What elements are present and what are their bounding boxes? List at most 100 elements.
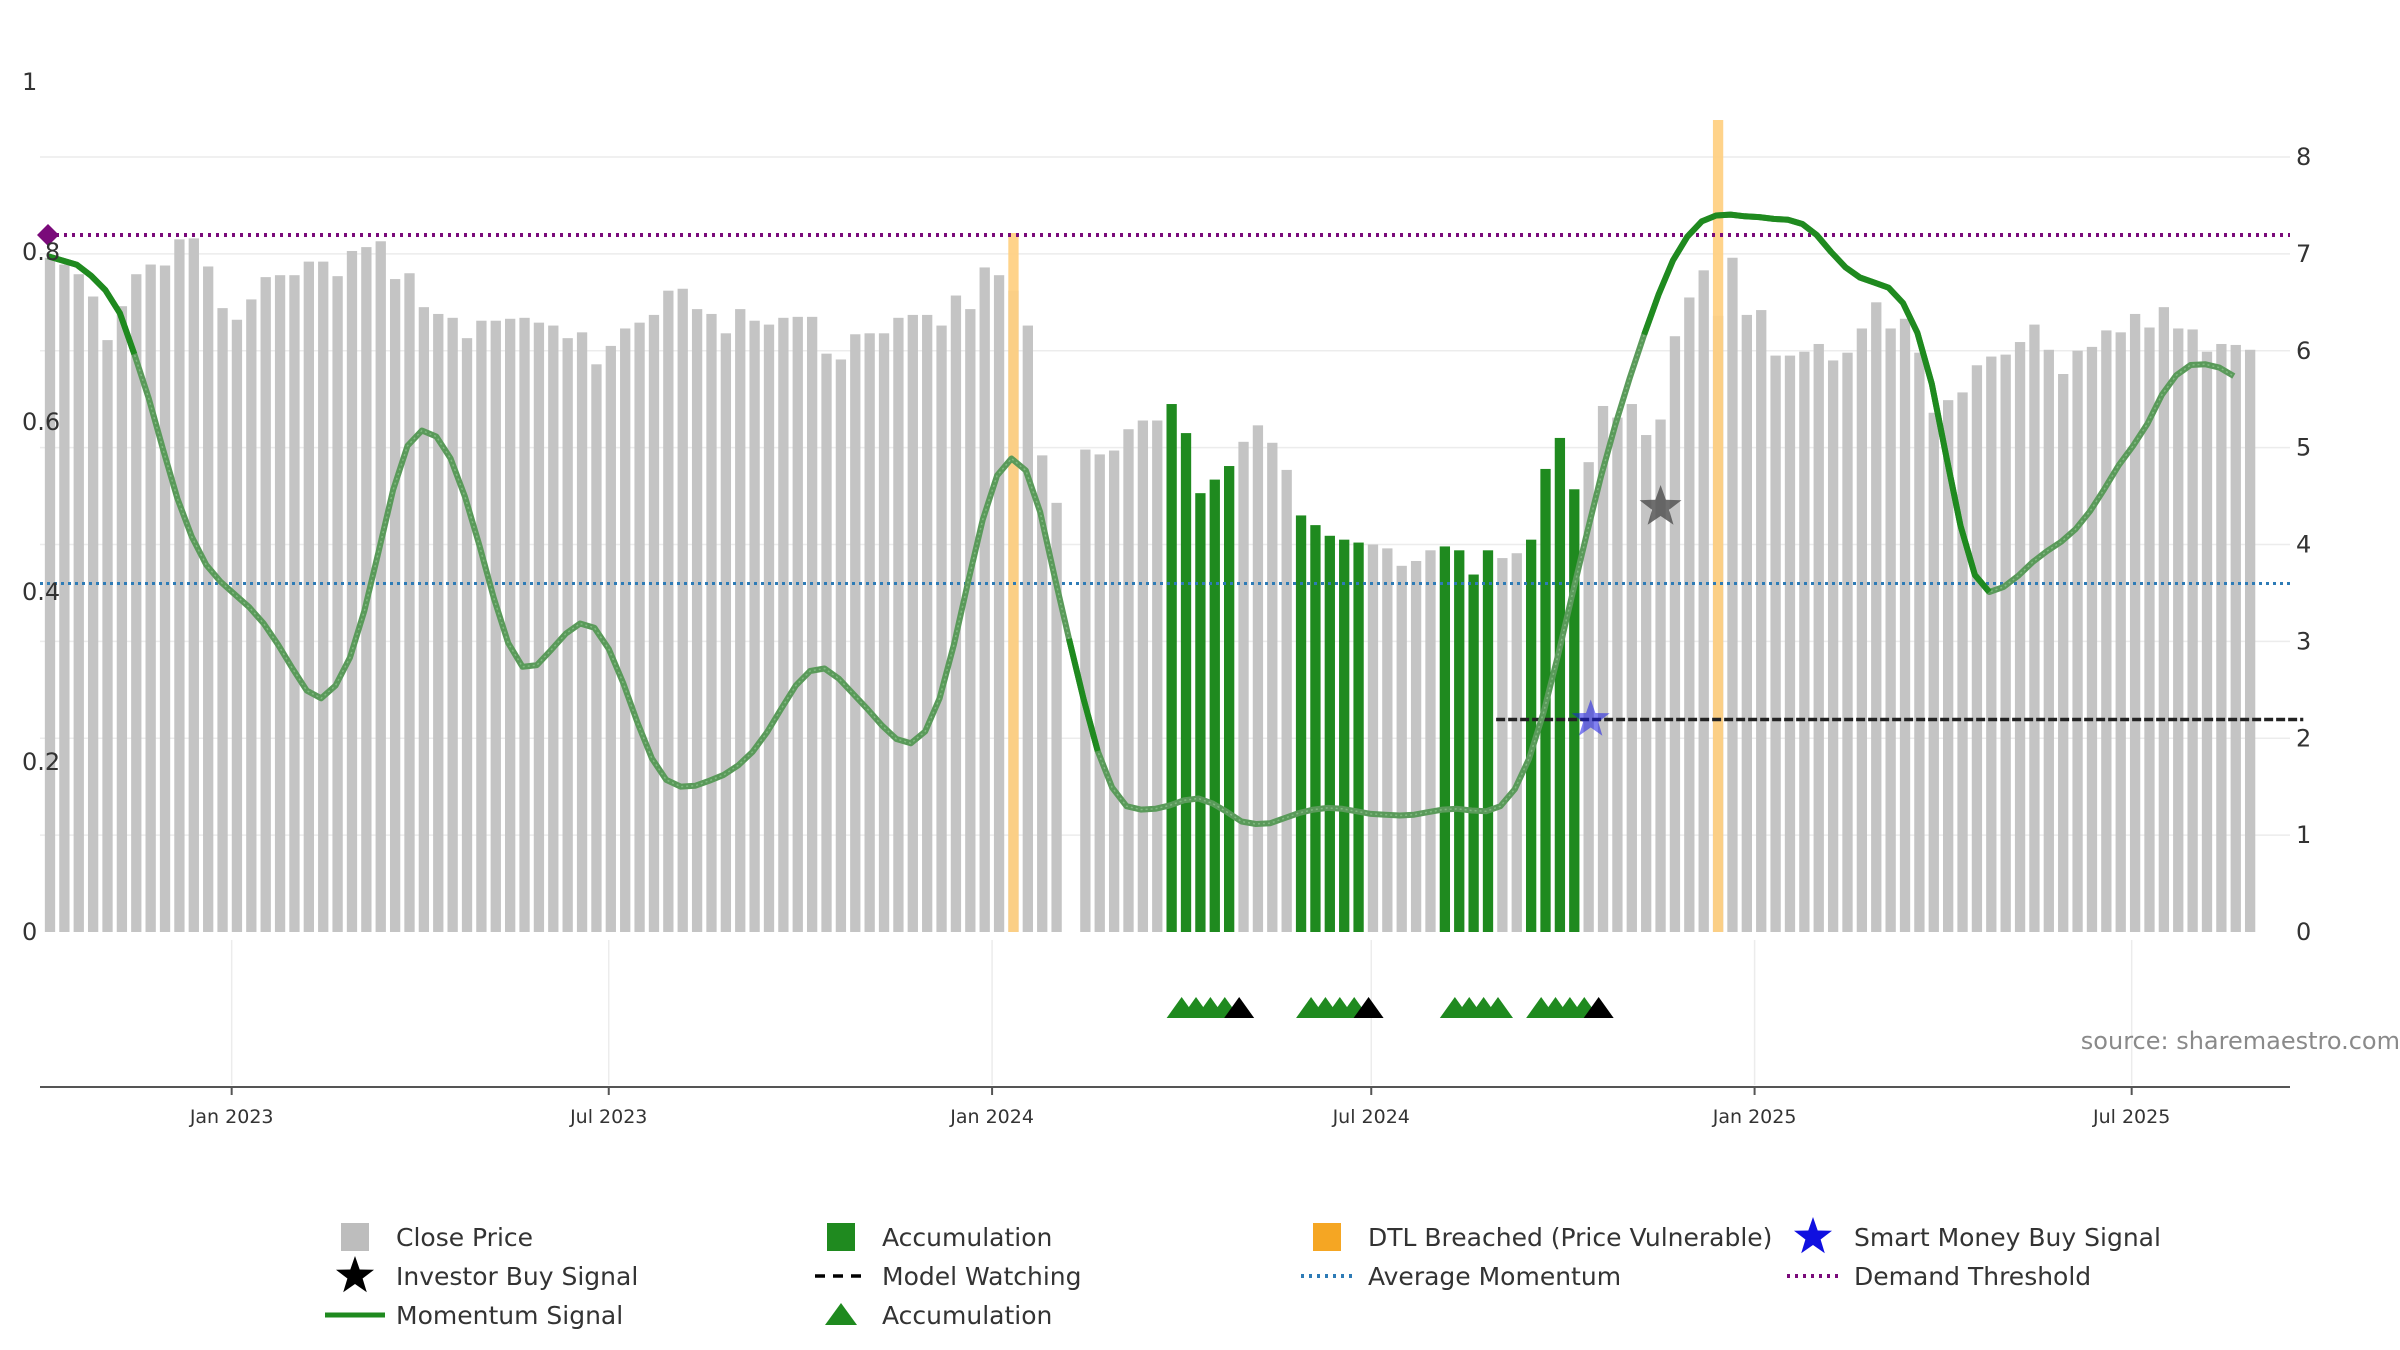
- price-bar: [993, 275, 1005, 932]
- y-right-tick-label: 8: [2296, 143, 2311, 171]
- price-bar: [1871, 302, 1882, 932]
- y-right-tick-label: 6: [2296, 337, 2311, 365]
- y-left-tick-label: 0.6: [22, 408, 60, 436]
- price-bar: [677, 288, 688, 932]
- y-right-tick-label: 4: [2296, 531, 2311, 559]
- demand-threshold-marker: [37, 224, 59, 246]
- price-bar: [433, 313, 444, 932]
- accumulation-bar: [1454, 550, 1465, 932]
- signal-lines: [37, 211, 2304, 827]
- price-bar: [1267, 442, 1278, 932]
- price-bar: [1784, 355, 1796, 932]
- price-bar: [1727, 257, 1738, 932]
- legend-label: Momentum Signal: [396, 1301, 623, 1330]
- price-bar: [2173, 328, 2184, 932]
- price-bar: [1741, 314, 1752, 932]
- y-left-tick-label: 0.8: [22, 238, 60, 266]
- price-bar: [2043, 349, 2054, 932]
- momentum-signal-strong-segment: [1066, 638, 1101, 752]
- price-bar: [59, 264, 70, 932]
- price-bar: [131, 274, 142, 932]
- price-bar: [979, 267, 990, 932]
- accumulation-triangle-marker: [1224, 997, 1255, 1018]
- price-bar: [1511, 553, 1522, 932]
- price-bar: [1612, 417, 1623, 932]
- legend-swatch-star: [1794, 1217, 1832, 1254]
- price-bar: [835, 359, 847, 932]
- price-bar: [2216, 343, 2227, 932]
- price-bar: [361, 247, 372, 932]
- legend-label: Accumulation: [882, 1223, 1052, 1252]
- signal-markers: [1166, 485, 1682, 1018]
- price-bar: [850, 334, 861, 932]
- price-bar: [663, 290, 674, 932]
- y-right-tick-label: 0: [2296, 918, 2311, 946]
- investor-buy-signal-star: [1639, 485, 1682, 525]
- price-bar: [1108, 450, 1120, 932]
- price-bar: [1885, 328, 1896, 932]
- price-bar: [1080, 449, 1091, 932]
- price-bar: [648, 314, 660, 932]
- price-bar: [1022, 325, 1033, 932]
- price-bar: [591, 364, 602, 932]
- price-bar: [519, 317, 530, 932]
- price-bar: [1123, 429, 1134, 932]
- price-bar: [476, 320, 487, 932]
- legend-label: Close Price: [396, 1223, 533, 1252]
- legend-label: Smart Money Buy Signal: [1854, 1223, 2161, 1252]
- smart-money-buy-signal-star: [1571, 699, 1610, 736]
- price-bar: [116, 306, 128, 932]
- price-bar: [174, 239, 185, 932]
- accumulation-bar: [1295, 515, 1307, 932]
- price-bar: [763, 324, 775, 932]
- price-bar: [332, 276, 343, 932]
- price-bar: [1051, 502, 1062, 932]
- legend-swatch-square: [827, 1223, 855, 1251]
- accumulation-bar: [1353, 542, 1364, 932]
- price-bar: [691, 309, 703, 932]
- price-bar: [2058, 374, 2069, 932]
- price-bar: [2201, 351, 2213, 932]
- gridlines: [40, 156, 2290, 1085]
- price-bar: [1641, 435, 1652, 932]
- price-bar: [505, 318, 516, 932]
- price-bar: [2101, 330, 2112, 932]
- price-bar: [73, 274, 84, 932]
- price-bar: [404, 273, 415, 932]
- price-bar: [318, 261, 329, 932]
- source-label: source: sharemaestro.com: [2081, 1027, 2400, 1055]
- price-bar: [389, 279, 401, 932]
- y-left-tick-label: 0.2: [22, 748, 60, 776]
- price-bar: [188, 238, 199, 932]
- y-left-tick-label: 0.4: [22, 578, 60, 606]
- price-bar: [346, 250, 358, 932]
- price-bar: [1971, 365, 1983, 932]
- price-bar: [303, 261, 314, 932]
- accumulation-bar: [1324, 535, 1335, 932]
- price-bar: [2144, 327, 2155, 932]
- price-bar: [461, 338, 473, 932]
- accumulation-bar: [1209, 479, 1220, 932]
- accumulation-bar: [1482, 550, 1494, 932]
- accumulation-bar: [1224, 466, 1235, 932]
- price-bar: [1756, 310, 1767, 932]
- y-left-tick-label: 0: [22, 918, 37, 946]
- price-bar: [749, 320, 760, 932]
- price-bar: [864, 333, 875, 932]
- price-bar: [1382, 548, 1393, 932]
- price-bar: [260, 277, 271, 932]
- price-bar: [1827, 360, 1839, 932]
- momentum-signal-strong-segment: [1641, 211, 1992, 594]
- legend-label: Accumulation: [882, 1301, 1052, 1330]
- price-bar: [1770, 355, 1781, 932]
- price-bar: [806, 316, 818, 932]
- price-bar: [1957, 392, 1968, 932]
- price-bar: [2014, 342, 2026, 932]
- price-bar: [821, 353, 832, 932]
- legend-swatch-square: [1313, 1223, 1341, 1251]
- accumulation-bar: [1439, 546, 1451, 932]
- momentum-signal-strong-segment: [47, 253, 138, 355]
- price-bar: [1986, 356, 1997, 932]
- y-right-tick-label: 7: [2296, 240, 2311, 268]
- price-bar: [2187, 329, 2198, 932]
